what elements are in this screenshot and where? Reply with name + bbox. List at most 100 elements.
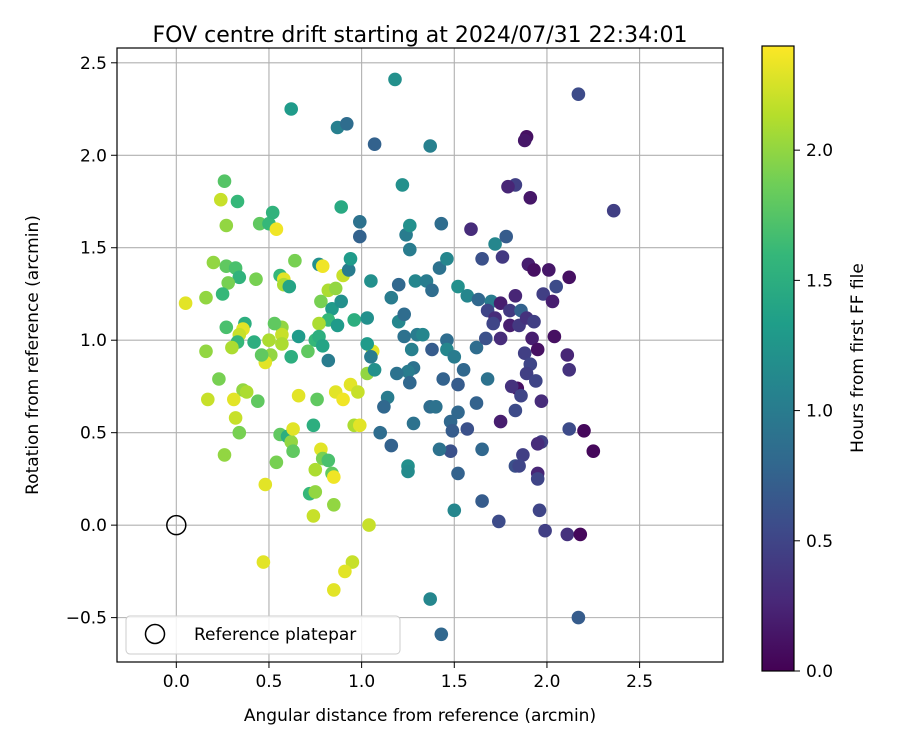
data-point [265, 205, 280, 220]
data-point [275, 337, 289, 351]
legend: Reference platepar [125, 615, 401, 655]
y-tick-label: 0.5 [80, 424, 107, 444]
data-point [475, 251, 489, 266]
data-point [201, 392, 215, 407]
data-point [416, 327, 430, 342]
colorbar-tick-label: 1.5 [806, 271, 833, 291]
data-point [314, 294, 328, 309]
y-tick-label: 1.0 [80, 331, 107, 351]
colorbar: 0.0 0.5 1.0 1.5 2.0 Hours from first FF file [761, 45, 868, 682]
data-point [239, 385, 254, 399]
data-point [423, 139, 438, 153]
data-point [269, 455, 284, 470]
data-point [425, 342, 439, 357]
data-point [230, 194, 245, 209]
data-point [390, 366, 404, 381]
data-point [225, 340, 239, 355]
data-point [395, 178, 410, 192]
legend-box [125, 615, 401, 655]
data-point [479, 331, 493, 346]
data-point [403, 218, 417, 233]
data-point [475, 442, 489, 457]
data-point [530, 437, 545, 451]
data-point [199, 290, 213, 305]
data-point [464, 222, 478, 236]
data-point [532, 503, 547, 518]
legend-label: Reference platepar [194, 625, 356, 645]
data-point [562, 422, 576, 436]
data-point [343, 251, 358, 266]
data-point [330, 318, 345, 333]
data-point [486, 316, 501, 331]
data-point [364, 350, 378, 364]
data-point [327, 498, 341, 512]
data-point [254, 348, 269, 362]
data-point [345, 555, 360, 569]
colorbar-tick-label: 0.5 [806, 532, 833, 552]
data-point [560, 527, 575, 542]
data-point [480, 372, 495, 386]
data-point [536, 287, 550, 301]
data-point [353, 215, 367, 229]
data-point [436, 372, 451, 386]
colorbar-tick-label: 2.0 [806, 141, 833, 161]
data-point [460, 422, 475, 436]
data-point [471, 292, 486, 307]
data-point [432, 442, 447, 457]
data-point [362, 518, 376, 532]
data-point [360, 337, 375, 351]
data-point [443, 444, 458, 459]
colorbar-tick-label: 0.0 [806, 662, 833, 682]
data-point [221, 276, 235, 290]
data-point [340, 117, 354, 131]
data-point [501, 179, 515, 194]
data-point [408, 274, 423, 288]
data-point [469, 340, 484, 355]
data-point [388, 72, 402, 87]
data-point [353, 229, 367, 244]
data-point [401, 364, 415, 379]
data-point [360, 311, 375, 325]
data-point [445, 424, 460, 438]
data-point [503, 303, 517, 318]
data-point [492, 514, 506, 529]
data-point [530, 342, 545, 357]
data-point [328, 281, 343, 296]
data-point [525, 331, 539, 346]
data-point [434, 627, 449, 642]
data-point [451, 466, 465, 481]
data-point [338, 564, 352, 579]
data-point [488, 237, 502, 251]
data-point [384, 290, 399, 305]
data-point [401, 464, 415, 479]
data-point [493, 296, 508, 311]
data-point [310, 392, 324, 407]
data-point [519, 366, 534, 381]
data-point [252, 216, 267, 231]
data-point [215, 287, 230, 301]
data-point [334, 294, 349, 309]
data-point [288, 253, 302, 268]
data-point [460, 289, 475, 303]
data-point [321, 353, 336, 368]
data-point [212, 372, 226, 386]
data-point [347, 313, 362, 327]
data-point [529, 374, 543, 388]
y-tick-label: 1.5 [80, 239, 107, 259]
data-point [560, 348, 575, 362]
data-point [403, 242, 417, 257]
data-point [269, 222, 284, 236]
data-point [573, 527, 588, 542]
data-point [306, 509, 321, 523]
data-point [504, 379, 519, 394]
data-point [514, 388, 528, 403]
data-point [429, 400, 443, 414]
data-point [214, 192, 228, 207]
data-point [334, 200, 349, 214]
data-point [327, 470, 341, 484]
colorbar-ticks: 0.0 0.5 1.0 1.5 2.0 [794, 141, 833, 682]
data-point [451, 405, 465, 420]
data-point [258, 477, 273, 492]
data-point [495, 250, 510, 264]
x-tick-label: 1.0 [348, 672, 375, 692]
